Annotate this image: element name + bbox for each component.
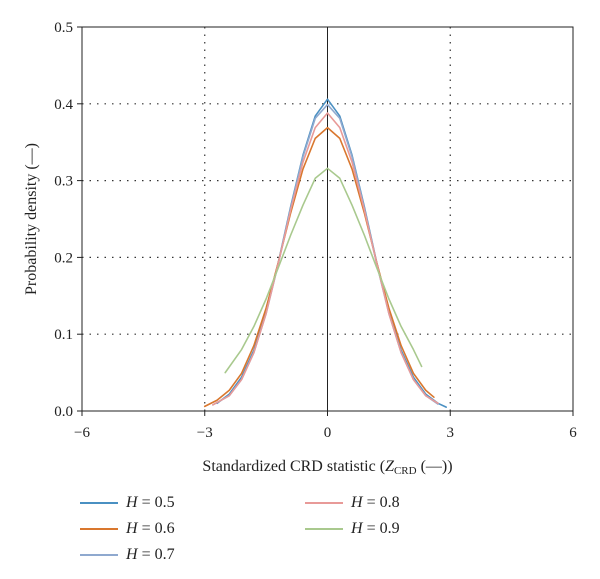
y-axis-label: Probability density (—) (23, 143, 40, 295)
legend-swatch (80, 528, 118, 530)
legend-label: H = 0.5 (126, 494, 175, 511)
legend: H = 0.5 H = 0.6 H = 0.7 H = 0.8 H = 0.9 (80, 492, 560, 576)
legend-label: H = 0.8 (351, 494, 400, 511)
legend-label: H = 0.9 (351, 520, 400, 537)
series-layer (203, 98, 447, 408)
x-axis-ticks: −6 −3 0 3 6 (74, 411, 577, 441)
series-line-4 (212, 112, 439, 406)
legend-swatch (305, 502, 343, 504)
x-tick-label: 3 (447, 425, 455, 441)
y-tick-label: 0.4 (54, 97, 73, 113)
y-tick-label: 0.2 (54, 250, 73, 266)
legend-label: H = 0.6 (126, 520, 175, 537)
x-axis-label-prefix: Standardized CRD statistic ( (202, 458, 385, 475)
x-axis-label: Standardized CRD statistic (ZCRD (—)) (202, 458, 452, 477)
legend-swatch (80, 554, 118, 556)
x-axis-label-var: Z (385, 458, 395, 475)
legend-item: H = 0.6 (80, 518, 175, 540)
series-line-2 (203, 126, 435, 408)
legend-label: H = 0.7 (126, 546, 175, 563)
legend-item: H = 0.5 (80, 492, 175, 514)
y-tick-label: 0.3 (54, 174, 73, 190)
x-tick-label: 6 (569, 425, 577, 441)
y-tick-label: 0.5 (54, 20, 73, 36)
y-axis-ticks: 0.0 0.1 0.2 0.3 0.4 0.5 (54, 20, 82, 420)
series-line-5 (224, 167, 423, 374)
legend-swatch (80, 502, 118, 504)
x-tick-label: 0 (324, 425, 332, 441)
y-tick-label: 0.0 (54, 404, 73, 420)
legend-swatch (305, 528, 343, 530)
x-tick-label: −3 (197, 425, 213, 441)
legend-item: H = 0.7 (80, 544, 175, 566)
legend-item: H = 0.9 (305, 518, 400, 540)
legend-item: H = 0.8 (305, 492, 400, 514)
series-line-1 (216, 98, 447, 408)
x-axis-label-sub: CRD (394, 465, 417, 477)
chart: −6 −3 0 3 6 0.0 0.1 0.2 0.3 0.4 0.5 Standardized … (23, 20, 577, 477)
x-tick-label: −6 (74, 425, 90, 441)
x-axis-label-suffix: (—)) (417, 458, 453, 475)
y-tick-label: 0.1 (54, 327, 73, 343)
